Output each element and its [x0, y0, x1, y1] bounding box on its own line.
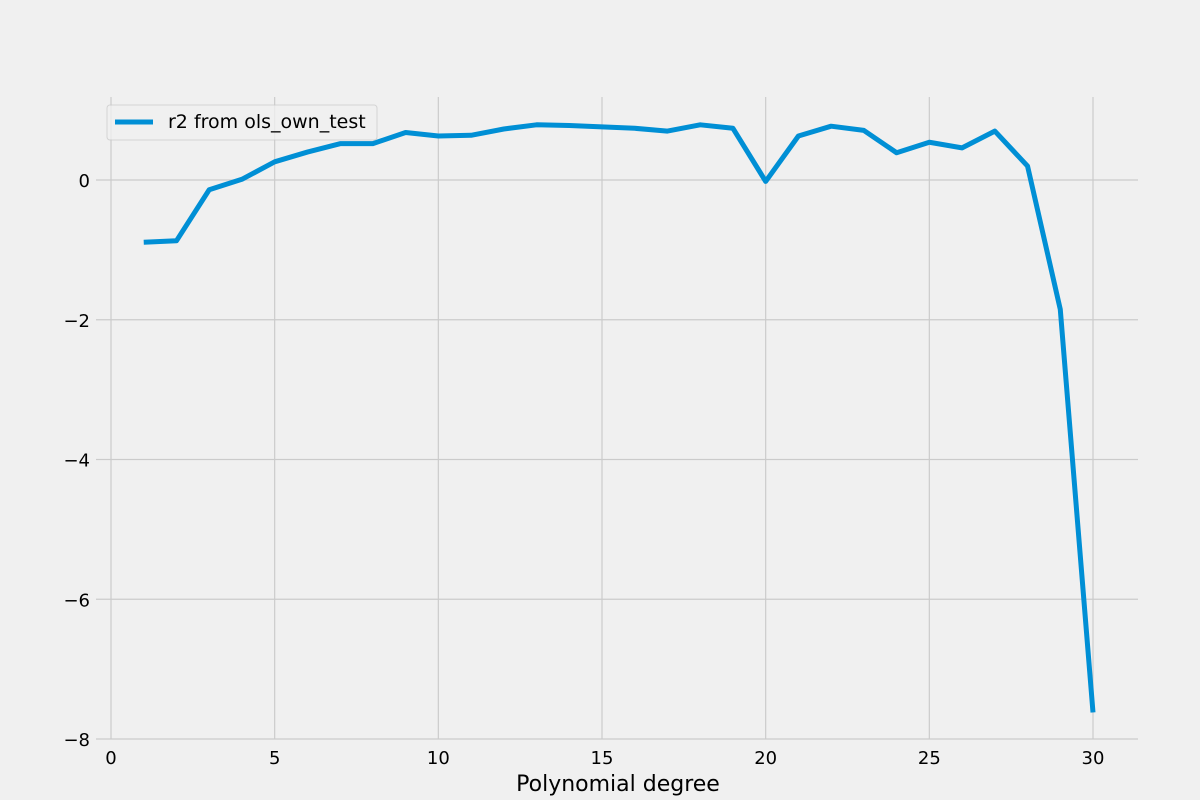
x-tick-label: 20 [754, 748, 777, 769]
y-tick-labels: 0 −2 −4 −6 −8 [63, 171, 90, 751]
y-tick-label: 0 [79, 171, 90, 192]
x-tick-label: 15 [591, 748, 614, 769]
series-line [143, 122, 1096, 713]
x-tick-labels: 0 5 10 15 20 25 30 [105, 748, 1104, 769]
x-tick-label: 10 [427, 748, 450, 769]
legend-label: r2 from ols_own_test [168, 111, 366, 133]
legend-box [106, 104, 378, 141]
grid-lines [96, 97, 1138, 740]
y-tick-label: −6 [63, 590, 90, 611]
y-tick-label: −2 [63, 311, 90, 332]
series-lines [143, 122, 1096, 713]
x-tick-label: 0 [105, 748, 116, 769]
x-tick-label: 30 [1082, 748, 1105, 769]
y-tick-label: −4 [63, 451, 90, 472]
x-tick-label: 5 [269, 748, 280, 769]
x-axis-label: Polynomial degree [516, 772, 720, 797]
legend: r2 from ols_own_test [106, 104, 378, 141]
y-tick-label: −8 [63, 730, 90, 751]
x-tick-label: 25 [918, 748, 941, 769]
